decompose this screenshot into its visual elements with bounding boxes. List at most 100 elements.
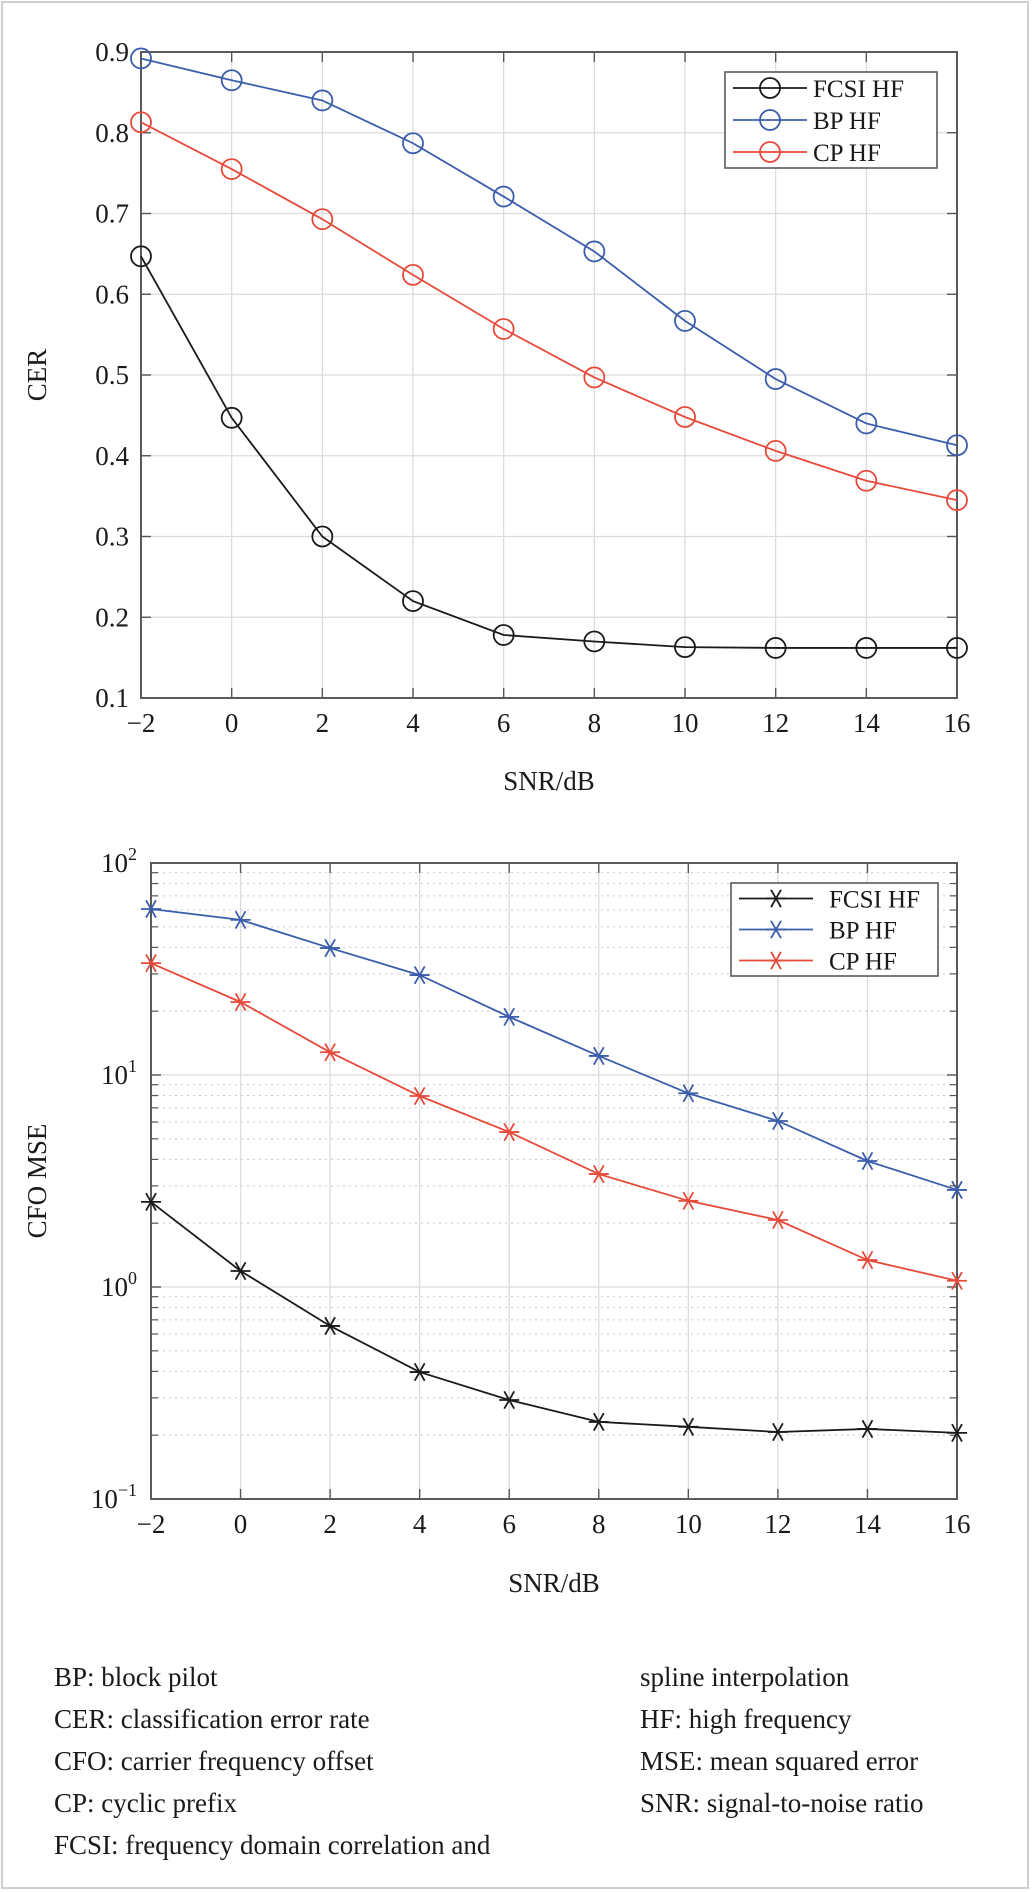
data-point-cp-hf [499,1122,520,1142]
legend: FCSI HF BP HF CP HF [730,882,939,977]
series-line-cp-hf [150,962,958,1282]
data-point-cp-hf [230,992,251,1012]
data-point-bp-hf [141,899,161,919]
y-tick-label-exponent: 1 [128,1056,137,1076]
y-tick-label: 0.6 [95,279,129,309]
legend-item: BP HF [733,108,881,135]
y-tick-label: 100 [101,1268,137,1302]
y-tick-label: 0.8 [95,118,129,148]
legend-label: CP HF [829,949,897,976]
data-point-fcsi-hf [764,637,787,659]
data-point-cp-hf [492,318,515,340]
x-tick-label: −2 [137,1509,166,1539]
data-point-cp-hf [320,1043,341,1062]
data-point-cp-hf [678,1191,699,1210]
y-tick-label: 102 [101,844,137,878]
data-point-fcsi-hf [767,1422,788,1442]
data-point-cp-hf [855,469,878,492]
data-point-cp-hf [764,440,787,462]
y-tick-label: 0.2 [95,602,129,632]
data-point-cp-hf [857,1250,878,1270]
x-tick-label: 2 [323,1509,337,1539]
data-point-fcsi-hf [946,637,968,659]
data-point-cp-hf [583,366,606,389]
legend: FCSI HF BP HF CP HF [724,71,938,169]
data-point-fcsi-hf [141,1192,161,1212]
series-line-bp-hf [140,57,958,447]
x-tick-label: 8 [588,708,602,738]
x-tick-label: 0 [225,708,239,738]
y-tick-label-base: 10 [101,1272,128,1302]
data-point-fcsi-hf [855,637,878,659]
y-tick-label-exponent: 0 [128,1268,137,1288]
note-line: FCSI: frequency domain correlation and [54,1830,491,1860]
cer-chart: −2 0 2 4 6 8 10 12 14 16 0.1 0.2 0.3 0.4 0.5 0.6 0.7 0.8 0… [22,37,971,796]
data-point-fcsi-hf [230,1261,251,1281]
data-point-bp-hf [409,965,430,985]
y-tick-label: 0.7 [95,199,129,229]
note-line: BP: block pilot [54,1662,218,1692]
data-point-fcsi-hf [492,624,515,646]
data-point-bp-hf [130,47,152,70]
legend-item: BP HF [739,918,897,945]
data-point-fcsi-hf [947,1423,967,1443]
series-line-fcsi-hf [140,255,957,649]
data-point-cp-hf [946,489,968,512]
x-tick-label: 4 [406,708,420,738]
x-tick-label: 14 [854,1509,882,1539]
data-point-cp-hf [311,208,334,231]
y-tick-label: 0.3 [95,522,129,552]
data-point-fcsi-hf [220,406,243,429]
data-point-bp-hf [678,1084,699,1103]
data-point-bp-hf [855,412,878,435]
data-point-cp-hf [402,263,424,286]
data-point-bp-hf [947,1180,967,1200]
data-point-bp-hf [311,89,334,112]
data-point-bp-hf [674,309,696,332]
legend-label: FCSI HF [829,887,920,914]
series-line-bp-hf [150,908,958,1191]
x-tick-label: 6 [497,708,511,738]
note-line: CP: cyclic prefix [54,1788,237,1818]
x-tick-label: −2 [127,708,156,738]
data-point-fcsi-hf [311,525,334,548]
x-tick-label: 10 [672,708,699,738]
data-point-bp-hf [857,1151,878,1171]
data-point-fcsi-hf [499,1390,520,1410]
x-tick-label: 2 [316,708,330,738]
y-axis-label: CFO MSE [22,1124,52,1239]
legend-label: BP HF [829,918,897,945]
y-tick-label: 101 [101,1056,137,1090]
legend-marker [766,920,786,939]
data-point-bp-hf [946,434,968,457]
data-point-cp-hf [141,953,161,973]
y-tick-label: 0.5 [95,360,129,390]
series-line-fcsi-hf [150,1201,958,1434]
x-tick-label: 4 [413,1509,427,1539]
y-tick-label-exponent: −1 [118,1480,137,1500]
x-tick-label: 10 [675,1509,702,1539]
legend-marker [766,889,786,908]
notes-right-column: spline interpolation HF: high frequency … [640,1656,923,1824]
y-tick-label-exponent: 2 [128,844,137,864]
data-point-fcsi-hf [857,1419,878,1439]
data-point-fcsi-hf [583,630,606,653]
x-axis-label: SNR/dB [503,766,595,796]
x-axis-label: SNR/dB [508,1568,600,1598]
x-tick-label: 16 [944,1509,971,1539]
data-point-cp-hf [220,158,243,180]
data-point-bp-hf [588,1046,609,1066]
y-tick-label: 0.4 [95,441,129,471]
y-axis-label: CER [22,349,52,402]
data-point-bp-hf [499,1007,520,1027]
data-point-bp-hf [230,910,251,930]
data-point-fcsi-hf [678,1417,699,1436]
data-point-fcsi-hf [130,245,152,268]
notes-left-column: BP: block pilot CER: classification erro… [54,1656,490,1866]
data-point-bp-hf [402,132,424,155]
x-tick-label: 16 [944,708,971,738]
data-point-fcsi-hf [588,1412,609,1432]
legend-marker [759,109,781,131]
